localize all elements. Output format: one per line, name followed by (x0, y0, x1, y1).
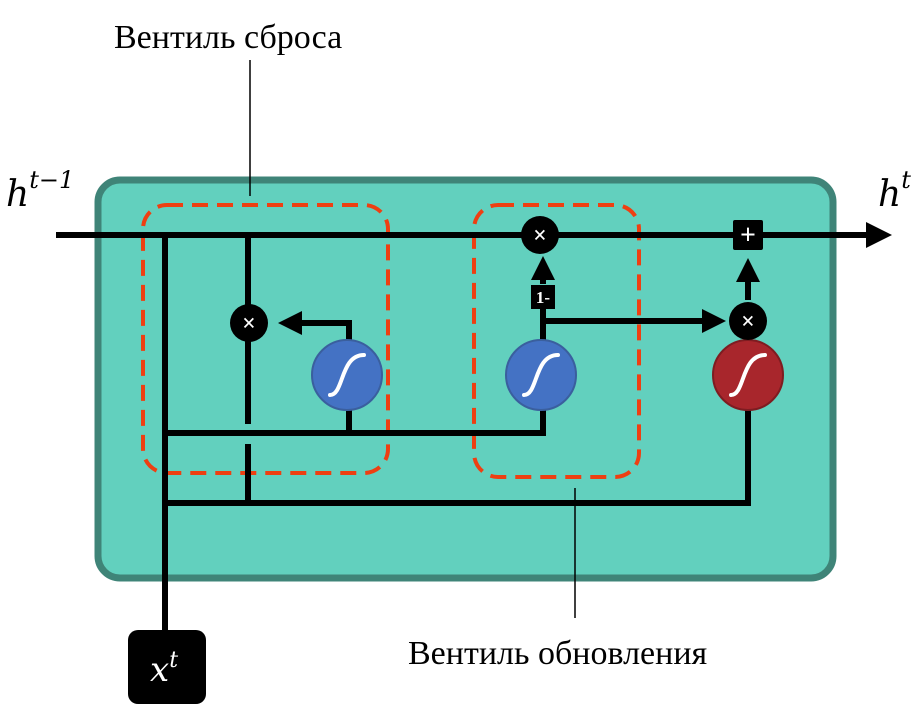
one-minus-label: 1- (536, 288, 551, 307)
update-feed-line (165, 408, 546, 436)
tanh-icon (729, 353, 767, 397)
multiply-icon: × (533, 223, 547, 249)
one-minus-box: 1- (531, 285, 555, 309)
svg-text:ht: ht (878, 166, 911, 215)
sigmoid-icon (522, 353, 560, 397)
add-icon: + (740, 220, 756, 251)
svg-text:ht−1: ht−1 (6, 166, 74, 215)
multiply-icon: × (242, 311, 256, 337)
sigmoid-icon (328, 353, 366, 397)
reset-sigmoid-node (311, 339, 383, 411)
input-h-label: h (6, 174, 29, 215)
update-gate-boundary (472, 203, 641, 479)
input-x-superscript: t (169, 648, 178, 673)
multiply-icon: × (741, 309, 755, 335)
svg-text:xt: xt (150, 648, 178, 690)
input-x-node: xt (128, 630, 206, 704)
add-node: + (733, 220, 763, 251)
reset-gate-label: Вентиль сброса (114, 19, 342, 56)
update-sigmoid-node (505, 339, 577, 411)
output-arrow-icon (866, 222, 892, 248)
candidate-tanh-node (712, 339, 784, 411)
update-gate-label: Вентиль обновления (408, 635, 708, 672)
input-x-label: x (150, 650, 169, 690)
reset-multiply-node: × (230, 304, 268, 342)
gru-cell-body (94, 176, 837, 582)
input-h-superscript: t−1 (29, 166, 74, 194)
output-h-superscript: t (901, 166, 911, 194)
reset-gate-boundary (141, 203, 390, 475)
output-h-label: h (878, 174, 901, 215)
candidate-feed-line (165, 408, 751, 506)
update-multiply-node: × (521, 216, 559, 254)
candidate-multiply-node: × (729, 302, 767, 340)
